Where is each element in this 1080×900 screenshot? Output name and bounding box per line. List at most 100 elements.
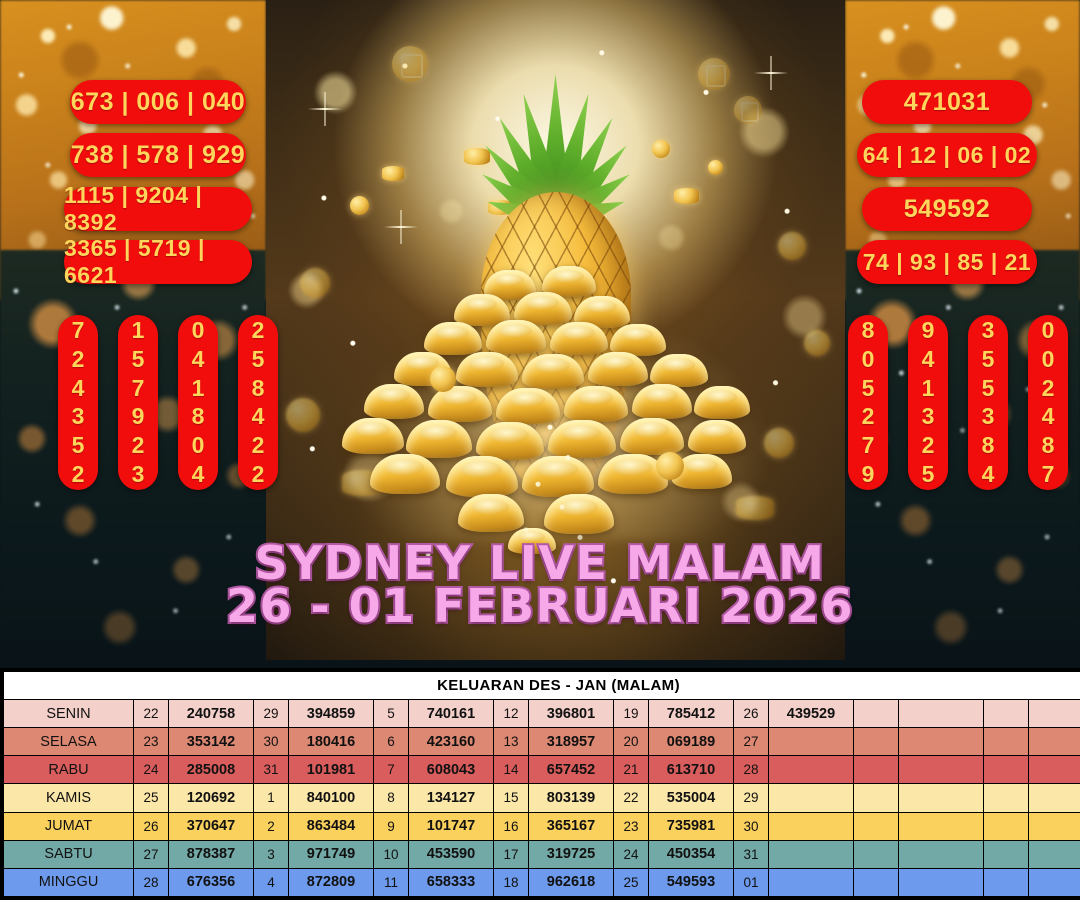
row-date-index: 10 (373, 839, 409, 869)
pineapple-gold-artwork (266, 0, 845, 660)
table-row: MINGGU 28 676356 4 872809 11 658333 18 962618 25 5… (3, 867, 1080, 898)
results-table-container: KELUARAN DES - JAN (MALAM) SENIN 22 240758… (0, 668, 1080, 900)
right-digit-column-2[interactable]: 9 4 1 3 2 5 (908, 315, 948, 490)
row-date-index: 17 (493, 839, 529, 869)
table-title-row: KELUARAN DES - JAN (MALAM) (2, 671, 1080, 700)
hero-artwork-section: 673 | 006 | 040 738 | 578 | 929 1115 | 9… (0, 0, 1080, 660)
digit: 7 (1041, 460, 1055, 487)
right-badge-2[interactable]: 64 | 12 | 06 | 02 (857, 133, 1037, 177)
row-result-number: 657452 (528, 755, 614, 785)
digit: 5 (861, 374, 875, 401)
row-result-number (768, 811, 854, 841)
digit: 5 (981, 345, 995, 372)
row-result-number: 240758 (168, 698, 254, 729)
digit: 5 (71, 432, 85, 459)
digit: 3 (981, 403, 995, 430)
right-digit-column-3[interactable]: 3 5 5 3 8 4 (968, 315, 1008, 490)
row-date-index: 5 (373, 698, 409, 729)
row-result-number: 608043 (408, 755, 494, 785)
row-result-number: 549593 (648, 867, 734, 898)
row-result-number (768, 839, 854, 869)
row-date-index-empty (983, 867, 1029, 898)
row-date-index: 28 (733, 755, 769, 785)
row-date-index: 22 (133, 698, 169, 729)
row-date-index: 9 (373, 811, 409, 841)
row-date-index: 14 (493, 755, 529, 785)
row-result-number-empty (1027, 839, 1080, 869)
row-date-index: 26 (133, 811, 169, 841)
row-day-label: SELASA (3, 727, 134, 757)
row-date-index-empty (853, 698, 899, 729)
right-digit-column-4[interactable]: 0 0 2 4 8 7 (1028, 315, 1068, 490)
row-result-number-empty (898, 867, 984, 898)
left-badge-2[interactable]: 738 | 578 | 929 (70, 133, 246, 177)
gold-ingot-icon (405, 420, 472, 458)
right-badge-1[interactable]: 471031 (862, 80, 1032, 124)
table-row: KAMIS 25 120692 1 840100 8 134127 15 803139 22 535… (3, 783, 1080, 813)
row-date-index-empty (983, 811, 1029, 841)
digit: 7 (131, 374, 145, 401)
row-day-label: MINGGU (3, 867, 134, 898)
gold-ingot-icon (549, 322, 608, 355)
row-result-number-empty (898, 727, 984, 757)
gold-ingot-icon (453, 294, 510, 326)
row-date-index: 18 (493, 867, 529, 898)
row-date-index-empty (983, 727, 1029, 757)
gold-ingot-icon (363, 384, 424, 419)
left-badge-4[interactable]: 3365 | 5719 | 6621 (64, 235, 252, 288)
row-date-index: 30 (253, 727, 289, 757)
left-digit-column-2[interactable]: 1 5 7 9 2 3 (118, 315, 158, 490)
row-result-number: 370647 (168, 811, 254, 841)
left-digit-column-4[interactable]: 2 5 8 4 2 2 (238, 315, 278, 490)
gold-coin-icon (674, 188, 699, 204)
row-result-number: 658333 (408, 867, 494, 898)
row-result-number-empty (898, 811, 984, 841)
digit: 1 (131, 317, 145, 343)
digit: 2 (71, 460, 85, 487)
row-date-index: 26 (733, 698, 769, 729)
row-result-number: 180416 (288, 727, 374, 757)
row-result-number: 450354 (648, 839, 734, 869)
row-date-index: 30 (733, 811, 769, 841)
row-date-index-empty (983, 698, 1029, 729)
gold-ingot-icon (455, 352, 518, 387)
row-day-label: SABTU (3, 839, 134, 869)
row-date-index: 28 (133, 867, 169, 898)
digit: 2 (251, 317, 265, 343)
row-result-number: 101747 (408, 811, 494, 841)
digit: 5 (981, 374, 995, 401)
row-result-number: 735981 (648, 811, 734, 841)
gold-ingot-icon (687, 420, 746, 454)
right-digit-column-1[interactable]: 8 0 5 2 7 9 (848, 315, 888, 490)
row-result-number-empty (1027, 755, 1080, 785)
row-day-label: JUMAT (3, 811, 134, 841)
gold-coin-icon (286, 398, 320, 432)
gold-ingot-icon (693, 386, 750, 419)
left-digit-column-3[interactable]: 0 4 1 8 0 4 (178, 315, 218, 490)
row-result-number-empty (1027, 811, 1080, 841)
gold-coin-icon (300, 268, 330, 298)
right-badge-4[interactable]: 74 | 93 | 85 | 21 (857, 240, 1037, 284)
table-row: RABU 24 285008 31 101981 7 608043 14 657452 21 613… (3, 755, 1080, 785)
row-result-number: 785412 (648, 698, 734, 729)
left-badge-1[interactable]: 673 | 006 | 040 (70, 80, 246, 124)
digit: 9 (861, 460, 875, 487)
gold-ingot-icon (631, 384, 692, 419)
row-date-index-empty (853, 811, 899, 841)
row-date-index: 19 (613, 698, 649, 729)
row-result-number: 396801 (528, 698, 614, 729)
row-result-number: 676356 (168, 867, 254, 898)
gold-coin-icon (778, 232, 806, 260)
row-result-number-empty (898, 698, 984, 729)
digit: 5 (131, 345, 145, 372)
row-result-number: 872809 (288, 867, 374, 898)
row-result-number-empty (1027, 727, 1080, 757)
gold-ingot-icon (543, 494, 614, 534)
row-result-number: 453590 (408, 839, 494, 869)
left-digit-column-1[interactable]: 7 2 4 3 5 2 (58, 315, 98, 490)
right-badge-3[interactable]: 549592 (862, 187, 1032, 231)
left-badge-3[interactable]: 1115 | 9204 | 8392 (64, 182, 252, 235)
row-date-index-empty (983, 755, 1029, 785)
gold-ingot-icon (609, 324, 666, 356)
